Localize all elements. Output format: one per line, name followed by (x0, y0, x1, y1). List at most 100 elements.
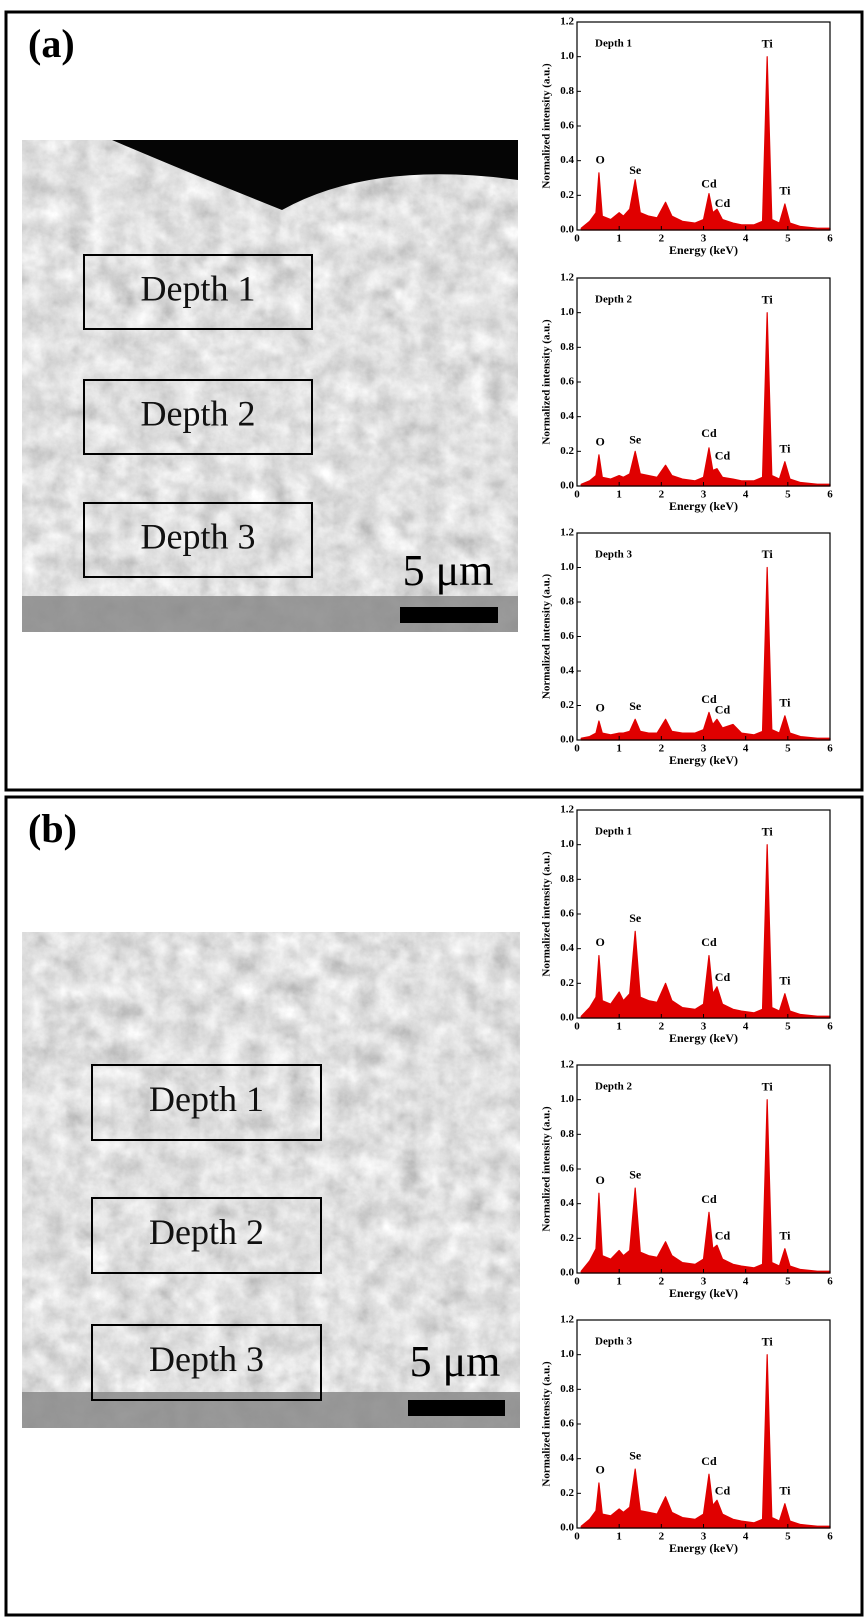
y-tick-label: 1.2 (560, 16, 574, 28)
x-axis-label: Energy (keV) (669, 1286, 738, 1300)
y-tick-label: 0.2 (560, 977, 574, 989)
x-tick-label: 3 (701, 1276, 707, 1288)
x-tick-label: 5 (785, 233, 791, 245)
x-tick-label: 2 (659, 743, 665, 755)
y-tick-label: 0.0 (560, 1267, 574, 1279)
y-axis-label: Normalized intensity (a.u.) (541, 1106, 553, 1232)
chart-title: Depth 3 (595, 549, 632, 561)
x-tick-label: 3 (701, 1021, 707, 1033)
x-tick-label: 0 (574, 1531, 580, 1543)
x-tick-label: 1 (616, 743, 622, 755)
peak-label: Ti (779, 696, 791, 710)
y-tick-label: 0.2 (560, 1232, 574, 1244)
y-tick-label: 0.0 (560, 734, 574, 746)
peak-label: Ti (779, 184, 791, 198)
depth-box (83, 502, 313, 578)
x-tick-label: 6 (827, 743, 833, 755)
peak-label: Se (629, 911, 642, 925)
x-tick-label: 6 (827, 1531, 833, 1543)
peak-label: Cd (715, 702, 731, 716)
x-tick-label: 6 (827, 489, 833, 501)
y-tick-label: 0.8 (560, 1383, 574, 1395)
chart-title: Depth 1 (595, 826, 632, 838)
x-tick-label: 2 (659, 1021, 665, 1033)
peak-label: Cd (715, 1228, 731, 1242)
x-tick-label: 2 (659, 1276, 665, 1288)
scale-bar-label: 5 μm (403, 546, 494, 595)
x-tick-label: 3 (701, 1531, 707, 1543)
y-tick-label: 1.0 (560, 306, 574, 318)
depth-box (91, 1064, 322, 1141)
spectrum (580, 312, 831, 487)
x-axis-label: Energy (keV) (669, 753, 738, 767)
y-tick-label: 1.2 (560, 804, 574, 816)
y-tick-label: 1.0 (560, 1348, 574, 1360)
peak-label: Ti (762, 36, 774, 50)
depth-label: Depth 2 (141, 393, 256, 433)
y-tick-label: 0.4 (560, 154, 574, 166)
y-tick-label: 1.0 (560, 50, 574, 62)
panel-label: (a) (28, 21, 75, 66)
y-tick-label: 0.8 (560, 85, 574, 97)
peak-label: Cd (701, 935, 717, 949)
peak-label: Ti (779, 973, 791, 987)
x-tick-label: 4 (743, 233, 749, 245)
spectrum (580, 1099, 831, 1274)
peak-label: Cd (701, 692, 717, 706)
scale-bar (400, 607, 498, 623)
peak-label: Cd (701, 177, 717, 191)
x-tick-label: 3 (701, 489, 707, 501)
x-tick-label: 3 (701, 233, 707, 245)
peak-label: O (596, 434, 605, 448)
panel-frame (4, 10, 864, 792)
plot-area (577, 1065, 830, 1273)
depth-box (91, 1197, 322, 1274)
x-tick-label: 0 (574, 1276, 580, 1288)
x-tick-label: 4 (743, 1531, 749, 1543)
depth-label: Depth 1 (141, 268, 256, 308)
peak-label: O (596, 1173, 605, 1187)
depth-box (83, 379, 313, 455)
peak-label: Se (629, 433, 642, 447)
peak-label: Ti (762, 824, 774, 838)
peak-label: Cd (715, 196, 731, 210)
y-tick-label: 0.6 (560, 1418, 574, 1430)
x-tick-label: 5 (785, 743, 791, 755)
x-tick-label: 0 (574, 233, 580, 245)
peak-label: Cd (701, 1454, 717, 1468)
x-tick-label: 1 (616, 1276, 622, 1288)
y-tick-label: 0.6 (560, 908, 574, 920)
y-axis-label: Normalized intensity (a.u.) (541, 319, 553, 445)
plot-area (577, 1320, 830, 1528)
depth-label: Depth 3 (149, 1339, 264, 1379)
y-tick-label: 0.6 (560, 120, 574, 132)
peak-label: Ti (779, 441, 791, 455)
y-tick-label: 0.4 (560, 942, 574, 954)
depth-box (83, 254, 313, 330)
x-tick-label: 5 (785, 1276, 791, 1288)
peak-label: Cd (715, 448, 731, 462)
x-tick-label: 6 (827, 1276, 833, 1288)
panel-frame (4, 795, 864, 1617)
peak-label: Cd (701, 1192, 717, 1206)
y-axis-label: Normalized intensity (a.u.) (541, 851, 553, 977)
depth-label: Depth 1 (149, 1079, 264, 1119)
x-tick-label: 5 (785, 1531, 791, 1543)
peak-label: Ti (762, 292, 774, 306)
x-tick-label: 2 (659, 1531, 665, 1543)
y-tick-label: 1.2 (560, 272, 574, 284)
x-tick-label: 1 (616, 1531, 622, 1543)
y-tick-label: 0.0 (560, 1012, 574, 1024)
y-tick-label: 0.0 (560, 224, 574, 236)
x-tick-label: 5 (785, 489, 791, 501)
y-tick-label: 0.4 (560, 665, 574, 677)
plot-area (577, 810, 830, 1018)
chart-title: Depth 2 (595, 294, 632, 306)
peak-label: Se (629, 1449, 642, 1463)
plot-area (577, 278, 830, 486)
peak-label: Se (629, 699, 642, 713)
x-axis-label: Energy (keV) (669, 243, 738, 257)
panel-label: (b) (28, 806, 77, 851)
y-axis-label: Normalized intensity (a.u.) (541, 1361, 553, 1487)
